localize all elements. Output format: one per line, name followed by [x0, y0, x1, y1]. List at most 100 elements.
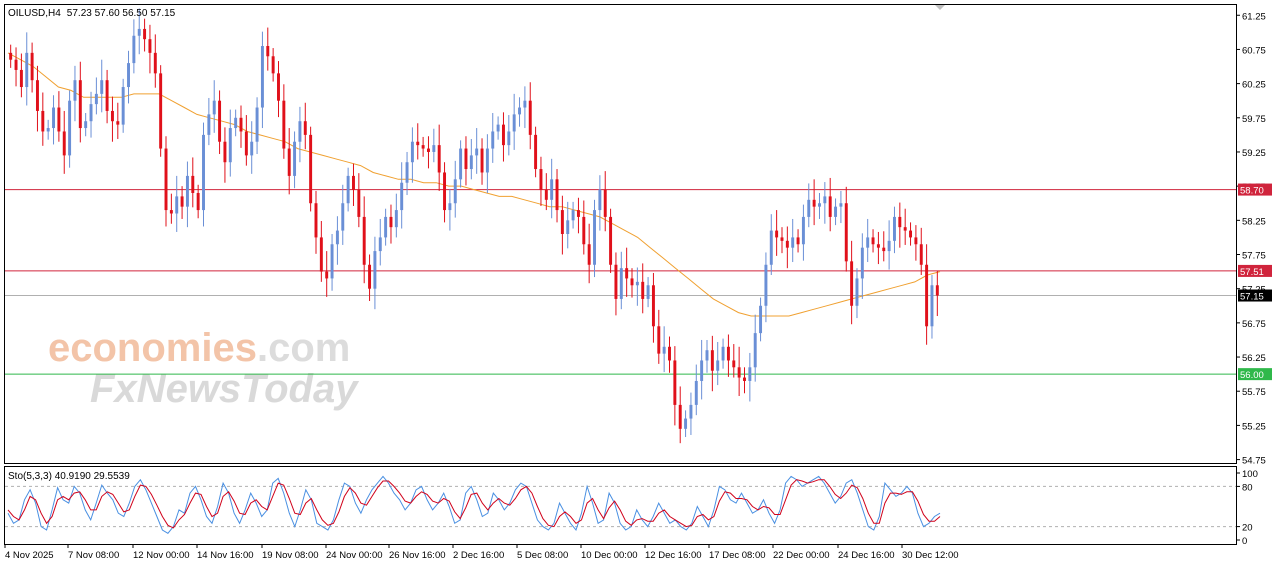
- candle-bear: [303, 121, 307, 135]
- candle-bull: [662, 346, 666, 354]
- stochastic-tick-label: 0: [1242, 536, 1247, 547]
- candle-bear: [555, 179, 559, 211]
- candle-bear: [844, 203, 848, 262]
- candle-bear: [314, 203, 318, 238]
- price-tick-label: 59.75: [1242, 114, 1266, 125]
- candle-bear: [732, 360, 736, 368]
- candle-bear: [903, 227, 907, 231]
- candle-bear: [159, 73, 163, 149]
- candle-bear: [143, 28, 147, 40]
- price-tick-label: 54.75: [1242, 456, 1266, 467]
- candle-bull: [566, 220, 570, 234]
- candle-bear: [426, 148, 430, 152]
- time-tick-label: 17 Dec 08:00: [709, 550, 766, 561]
- time-tick-label: 12 Dec 16:00: [645, 550, 702, 561]
- candle-bear: [812, 199, 816, 207]
- candle-bear: [582, 216, 586, 245]
- candle-bull: [684, 418, 688, 429]
- candle-bull: [801, 216, 805, 245]
- candle-bull: [453, 179, 457, 204]
- watermark-brand-main: economies: [48, 326, 257, 370]
- candle-bull: [491, 131, 495, 149]
- time-tick-label: 24 Nov 00:00: [326, 550, 383, 561]
- candle-bull: [234, 117, 238, 129]
- candle-bull: [646, 285, 650, 299]
- candle-bear: [737, 367, 741, 378]
- candle-bull: [46, 128, 50, 132]
- candle-bull: [459, 148, 463, 180]
- candle-bear: [528, 100, 532, 135]
- stochastic-lines: [5, 475, 1236, 534]
- candle-bear: [180, 196, 184, 207]
- candle-bear: [630, 278, 634, 286]
- candle-bull: [866, 237, 870, 248]
- candle-bull: [759, 305, 763, 334]
- candle-bull: [207, 114, 211, 135]
- candle-bear: [501, 124, 505, 146]
- candle-bear: [539, 169, 543, 190]
- candle-bull: [593, 210, 596, 265]
- candle-bear: [443, 172, 447, 211]
- candle-bear: [882, 247, 886, 252]
- candle-bear: [935, 285, 939, 296]
- candle-bull: [769, 230, 773, 265]
- candle-bull: [432, 145, 436, 152]
- candle-bear: [191, 175, 195, 193]
- candle-bull: [550, 179, 554, 200]
- symbol-label: OILUSD,H4: [8, 8, 61, 19]
- candle-bull: [807, 199, 811, 217]
- candle-bear: [223, 141, 227, 163]
- candle-bear: [271, 56, 275, 74]
- candle-bull: [212, 100, 216, 115]
- candle-bear: [196, 192, 200, 211]
- price-tick-label: 55.75: [1242, 387, 1266, 398]
- candle-bear: [785, 240, 789, 248]
- level-label: 58.70: [1240, 186, 1264, 197]
- candle-bear: [62, 131, 66, 156]
- candle-bull: [384, 216, 388, 238]
- candle-bull: [507, 131, 511, 146]
- candle-bull: [346, 175, 350, 204]
- last-price-label: 57.15: [1240, 292, 1264, 303]
- stochastic-tick-label: 100: [1242, 469, 1258, 480]
- moving-average-line: [7, 52, 941, 317]
- candle-bear: [625, 268, 629, 279]
- price-tick-label: 55.25: [1242, 421, 1266, 432]
- candle-bear: [30, 52, 34, 81]
- scroll-marker-icon: [935, 5, 945, 10]
- candle-bull: [373, 251, 377, 289]
- time-tick-label: 19 Nov 08:00: [262, 550, 319, 561]
- candle-bull: [132, 35, 136, 64]
- candle-bull: [512, 114, 516, 132]
- candle-bull: [700, 360, 704, 381]
- candle-bear: [796, 237, 800, 245]
- candle-bear: [876, 244, 880, 248]
- candle-bull: [298, 121, 302, 142]
- candle-bear: [909, 230, 913, 238]
- candle-bear: [651, 285, 655, 327]
- candle-bull: [100, 80, 104, 94]
- price-tick-label: 61.25: [1242, 11, 1266, 22]
- candle-bull: [523, 100, 527, 108]
- candle-bear: [19, 69, 23, 88]
- candle-bull: [721, 346, 725, 361]
- candle-bear: [668, 346, 671, 361]
- candle-bear: [164, 148, 168, 211]
- moving-average: [7, 52, 941, 317]
- svg-text:economies.com: economies.com: [48, 326, 350, 370]
- candle-bear: [357, 189, 361, 217]
- level-label-box: [1238, 183, 1272, 196]
- candle-bull: [293, 141, 297, 176]
- candle-bear: [266, 46, 270, 57]
- candle-bull: [635, 281, 639, 286]
- candle-bear: [657, 326, 661, 354]
- time-tick-label: 2 Dec 16:00: [453, 550, 504, 561]
- stochastic-tick-label: 80: [1242, 482, 1253, 493]
- candle-bear: [609, 216, 613, 265]
- candle-bull: [839, 203, 843, 207]
- level-label: 56.00: [1240, 370, 1264, 381]
- price-tick-label: 59.25: [1242, 148, 1266, 159]
- candle-bear: [153, 52, 157, 74]
- candle-bear: [78, 80, 82, 129]
